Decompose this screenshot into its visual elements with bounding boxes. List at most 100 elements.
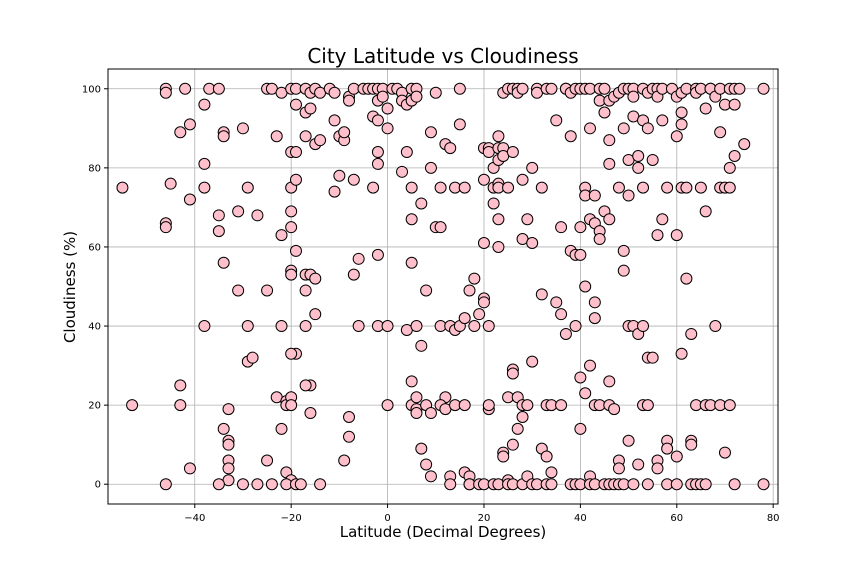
data-point [670, 229, 683, 242]
data-point [212, 478, 225, 491]
data-point [694, 181, 707, 194]
data-point [492, 240, 505, 253]
data-point [410, 90, 423, 103]
data-point [506, 146, 519, 159]
data-point [584, 359, 597, 372]
data-point [217, 422, 230, 435]
data-point [458, 181, 471, 194]
data-point [183, 193, 196, 206]
data-point [410, 407, 423, 420]
data-point [347, 173, 360, 186]
data-point [637, 181, 650, 194]
data-point [588, 312, 601, 325]
data-point [381, 102, 394, 115]
data-point [670, 130, 683, 143]
data-point [126, 399, 139, 412]
data-point [458, 312, 471, 325]
data-point [632, 161, 645, 174]
data-point [285, 205, 298, 218]
data-point [420, 458, 433, 471]
y-tick-label: 0 [95, 480, 101, 491]
data-point [477, 296, 490, 309]
x-axis: −40 −20 0 20 40 60 80 [184, 504, 780, 524]
data-point [405, 256, 418, 269]
data-point [714, 126, 727, 139]
data-point [516, 173, 529, 186]
data-point [434, 181, 447, 194]
data-point [733, 82, 746, 95]
data-point [420, 284, 433, 297]
data-point [555, 221, 568, 234]
data-point [159, 478, 172, 491]
data-point [622, 434, 635, 447]
data-point [405, 213, 418, 226]
data-point [526, 161, 539, 174]
data-point [497, 450, 510, 463]
data-point [251, 209, 264, 222]
data-point [516, 411, 529, 423]
data-point [526, 355, 539, 368]
data-point [241, 320, 254, 333]
data-point [555, 399, 568, 412]
data-point [275, 229, 288, 242]
data-point [164, 177, 177, 190]
data-point [294, 478, 307, 491]
chart-title: City Latitude vs Cloudiness [307, 44, 578, 68]
data-point [550, 114, 563, 127]
data-point [641, 399, 654, 412]
data-point [569, 320, 582, 333]
data-point [699, 102, 712, 115]
data-point [299, 130, 312, 143]
x-tick-label: 20 [478, 513, 491, 524]
data-point [212, 209, 225, 222]
data-point [376, 90, 389, 103]
data-point [261, 284, 274, 297]
data-point [222, 438, 235, 451]
data-point [468, 272, 481, 285]
data-point [304, 102, 317, 115]
data-point [174, 399, 187, 412]
data-point [285, 268, 298, 281]
data-point [675, 347, 688, 360]
data-point [400, 146, 413, 159]
data-point [627, 90, 640, 103]
data-point [685, 327, 698, 340]
data-point [574, 422, 587, 435]
data-point [222, 403, 235, 416]
data-point [265, 478, 278, 491]
data-point [453, 118, 466, 131]
data-point [338, 126, 351, 139]
data-point [757, 82, 770, 95]
data-point [381, 399, 394, 412]
data-point [651, 229, 664, 242]
data-point [627, 478, 640, 491]
data-point [680, 272, 693, 285]
data-point [545, 478, 558, 491]
data-point [617, 122, 630, 135]
data-point [116, 181, 129, 194]
data-point [608, 403, 621, 416]
data-point [612, 462, 625, 475]
data-point [574, 371, 587, 384]
x-tick-label: 80 [767, 513, 780, 524]
data-point [709, 320, 722, 333]
data-point [343, 94, 356, 107]
data-point [183, 462, 196, 475]
data-point [415, 197, 428, 210]
x-tick-label: −40 [184, 513, 205, 524]
data-point [588, 296, 601, 309]
data-point [236, 478, 249, 491]
data-point [584, 122, 597, 135]
data-point [232, 205, 245, 218]
data-point [415, 339, 428, 352]
data-point [598, 82, 611, 95]
data-point [637, 320, 650, 333]
data-point [579, 387, 592, 400]
data-point [347, 268, 360, 281]
data-point [222, 462, 235, 475]
data-point [232, 284, 245, 297]
data-point [670, 450, 683, 463]
data-point [352, 320, 365, 333]
data-point [540, 450, 553, 463]
